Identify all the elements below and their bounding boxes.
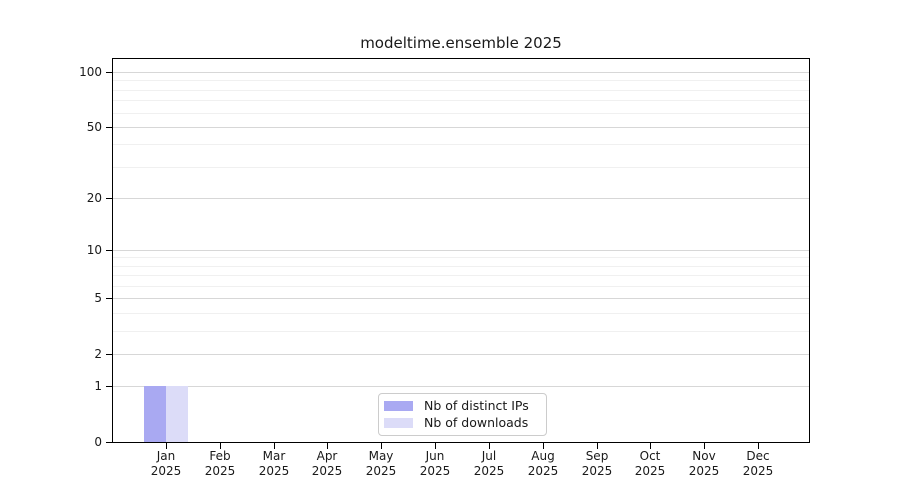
minor-gridline — [113, 286, 809, 287]
x-axis-tick — [327, 443, 328, 449]
minor-gridline — [113, 313, 809, 314]
x-tick-label: Nov 2025 — [688, 449, 720, 478]
legend-label: Nb of distinct IPs — [424, 398, 529, 413]
x-tick-label: Jun 2025 — [419, 449, 451, 478]
minor-gridline — [113, 257, 809, 258]
x-tick-label: Apr 2025 — [311, 449, 343, 478]
x-tick-label: Oct 2025 — [634, 449, 666, 478]
x-axis-tick — [543, 443, 544, 449]
x-axis-tick — [650, 443, 651, 449]
x-tick-label: Jul 2025 — [473, 449, 505, 478]
x-tick-label: Dec 2025 — [742, 449, 774, 478]
minor-gridline — [113, 331, 809, 332]
legend: Nb of distinct IPs Nb of downloads — [378, 393, 547, 436]
x-axis-tick — [381, 443, 382, 449]
major-gridline — [113, 298, 809, 299]
y-axis-tick — [106, 386, 112, 387]
x-axis-tick — [489, 443, 490, 449]
x-axis-tick — [704, 443, 705, 449]
y-tick-label: 50 — [86, 120, 102, 134]
chart-title: modeltime.ensemble 2025 — [360, 34, 562, 52]
minor-gridline — [113, 167, 809, 168]
minor-gridline — [113, 90, 809, 91]
major-gridline — [113, 198, 809, 199]
minor-gridline — [113, 266, 809, 267]
y-tick-label: 1 — [94, 379, 102, 393]
x-axis-tick — [166, 443, 167, 449]
legend-swatch — [384, 417, 413, 428]
y-tick-label: 0 — [94, 435, 102, 449]
x-tick-label: May 2025 — [365, 449, 397, 478]
y-tick-label: 10 — [86, 243, 102, 257]
minor-gridline — [113, 100, 809, 101]
minor-gridline — [113, 80, 809, 81]
minor-gridline — [113, 144, 809, 145]
major-gridline — [113, 250, 809, 251]
major-gridline — [113, 127, 809, 128]
y-axis-tick — [106, 127, 112, 128]
legend-swatch — [384, 400, 413, 411]
minor-gridline — [113, 275, 809, 276]
y-tick-label: 5 — [94, 291, 102, 305]
y-axis-tick — [106, 72, 112, 73]
legend-item: Nb of distinct IPs — [379, 397, 546, 414]
x-axis-tick — [435, 443, 436, 449]
y-axis-tick — [106, 354, 112, 355]
plot-area — [112, 58, 810, 443]
y-tick-label: 20 — [86, 191, 102, 205]
major-gridline — [113, 386, 809, 387]
y-tick-label: 100 — [79, 65, 102, 79]
minor-gridline — [113, 113, 809, 114]
y-axis-tick — [106, 298, 112, 299]
legend-item: Nb of downloads — [379, 414, 546, 431]
x-tick-label: Mar 2025 — [258, 449, 290, 478]
y-axis-tick — [106, 198, 112, 199]
major-gridline — [113, 72, 809, 73]
x-tick-label: Jan 2025 — [150, 449, 182, 478]
x-tick-label: Aug 2025 — [527, 449, 559, 478]
x-axis-tick — [597, 443, 598, 449]
legend-label: Nb of downloads — [424, 415, 529, 430]
x-axis-tick — [758, 443, 759, 449]
y-tick-label: 2 — [94, 347, 102, 361]
x-axis-tick — [274, 443, 275, 449]
x-tick-label: Sep 2025 — [581, 449, 613, 478]
bar — [144, 386, 166, 442]
y-axis-tick — [106, 442, 112, 443]
x-axis-tick — [220, 443, 221, 449]
major-gridline — [113, 354, 809, 355]
x-tick-label: Feb 2025 — [204, 449, 236, 478]
y-axis-tick — [106, 250, 112, 251]
bar — [166, 386, 188, 442]
